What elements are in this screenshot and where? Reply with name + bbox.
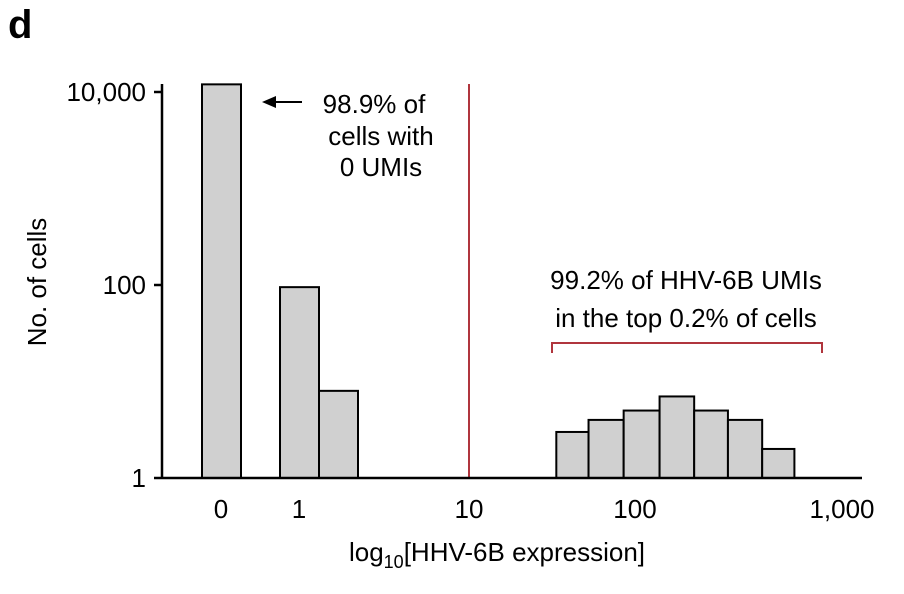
- x-axis-label: log10[HHV-6B expression]: [349, 537, 645, 572]
- top-cells-note-line1: 99.2% of HHV-6B UMIs: [550, 265, 822, 295]
- bars-layer: [201, 83, 796, 480]
- zero-cells-note-line3: 0 UMIs: [340, 152, 422, 182]
- histogram-bar-6: [658, 395, 696, 479]
- y-tick-label-1: 100: [103, 270, 146, 300]
- histogram-bar-5: [622, 409, 661, 480]
- x-tick-label-3: 100: [613, 494, 656, 524]
- annotation-arrow-head: [262, 96, 276, 108]
- y-axis-title: No. of cells: [22, 218, 52, 347]
- zero-cells-note-line1: 98.9% of: [323, 89, 426, 119]
- y-axis-label: No. of cells: [22, 218, 52, 347]
- histogram-bar-9: [761, 447, 796, 479]
- histogram-bar-3: [555, 430, 590, 479]
- histogram-bar-7: [693, 409, 729, 480]
- zero-cells-note-line2: cells with: [328, 121, 433, 151]
- x-tick-label-4: 1,000: [809, 494, 874, 524]
- histogram-bar-2: [318, 389, 359, 479]
- y-tick-label-2: 10,000: [66, 77, 146, 107]
- y-tick-label-0: 1: [132, 463, 146, 493]
- zero-cells-annotation: 98.9% of cells with 0 UMIs: [262, 89, 434, 182]
- y-ticks: 1 100 10,000: [66, 77, 162, 493]
- x-tick-label-0: 0: [214, 494, 228, 524]
- histogram-bar-8: [726, 418, 764, 480]
- x-axis-label-suffix: [HHV-6B expression]: [404, 537, 645, 567]
- x-axis-label-subscript: 10: [384, 552, 404, 572]
- x-axis-label-prefix: log: [349, 537, 384, 567]
- x-ticks: 0 1 10 100 1,000: [214, 494, 875, 524]
- top-cells-annotation: 99.2% of HHV-6B UMIs in the top 0.2% of …: [550, 265, 823, 353]
- x-tick-label-2: 10: [455, 494, 484, 524]
- top-cells-note-line2: in the top 0.2% of cells: [555, 303, 817, 333]
- histogram-bar-4: [587, 418, 625, 480]
- x-tick-label-1: 1: [292, 494, 306, 524]
- histogram-bar-0: [201, 83, 242, 479]
- panel-label: d: [8, 3, 32, 47]
- top-cells-bracket: [551, 342, 823, 353]
- histogram-bar-1: [279, 286, 320, 479]
